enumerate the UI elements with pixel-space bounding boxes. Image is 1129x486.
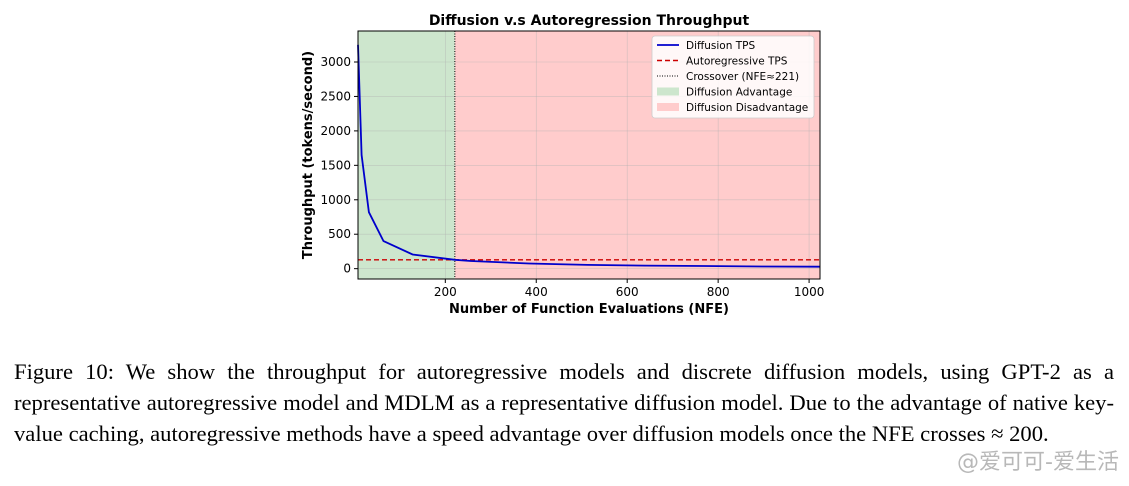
plot-frame [357,30,821,280]
region-0 [358,31,455,279]
axis-ticks: 200 400 600 800 1000 0 500 1000 1500 2000 2500 3000 [320,55,824,299]
x-tick-label: 600 [616,285,639,299]
y-tick-label: 1000 [320,193,351,207]
y-tick-label: 2500 [320,89,351,103]
x-tick-label: 1000 [794,285,825,299]
chart-title: Diffusion v.s Autoregression Throughput [429,13,750,29]
y-tick-label: 500 [328,227,351,241]
y-tick-label: 2000 [320,124,351,138]
legend-diffusion-tps-label: Diffusion TPS [686,40,755,52]
series-lines [357,31,821,279]
legend-diffusion-disadvantage-swatch [657,103,679,111]
throughput-chart: 200 400 600 800 1000 0 500 1000 1500 2000 2500 3000… [301,13,824,317]
legend-crossover-label: Crossover (NFE≈221) [686,71,799,83]
legend: Diffusion TPS Autoregressive TPS Crossover… [651,35,815,119]
x-tick-label: 400 [525,285,548,299]
y-tick-label: 1500 [320,158,351,172]
y-tick-label: 3000 [320,55,351,69]
watermark-text: @爱可可-爱生活 [957,450,1119,475]
x-tick-label: 800 [707,285,730,299]
legend-diffusion-advantage-swatch [657,87,679,96]
x-tick-label: 200 [434,285,457,299]
legend-autoregressive-tps-label: Autoregressive TPS [686,56,788,68]
figure-caption: Figure 10: We show the throughput for au… [14,359,1114,446]
x-axis-label: Number of Function Evaluations (NFE) [449,302,729,317]
legend-box [651,35,815,119]
legend-diffusion-advantage-label: Diffusion Advantage [686,87,792,99]
legend-diffusion-disadvantage-label: Diffusion Disadvantage [686,102,808,114]
y-tick-label: 0 [343,262,351,276]
diffusion-tps-line [357,44,821,268]
y-axis-label: Throughput (tokens/second) [301,51,316,259]
